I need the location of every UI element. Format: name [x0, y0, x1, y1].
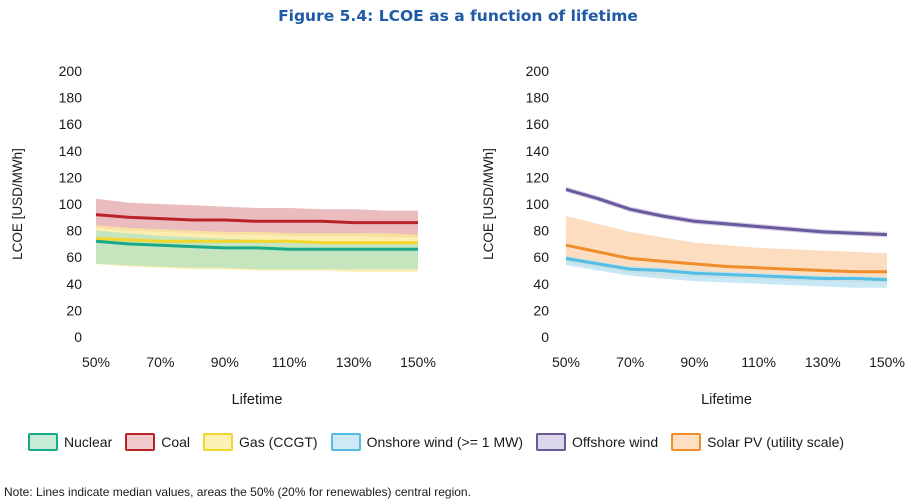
legend-swatch-offshore-wind — [536, 433, 566, 451]
y-tick-label: 100 — [59, 196, 83, 212]
y-tick-label: 80 — [66, 223, 82, 239]
legend-swatch-onshore-wind — [330, 433, 361, 451]
x-tick-label: 70% — [146, 354, 174, 370]
y-tick-label: 140 — [526, 143, 550, 159]
x-tick-label: 70% — [616, 354, 644, 370]
band-onshore-wind-1-mw — [566, 255, 887, 288]
y-tick-label: 100 — [526, 196, 550, 212]
median-line-gas-ccgt — [95, 237, 418, 245]
legend-label-gas: Gas (CCGT) — [239, 434, 318, 450]
median-line-onshore-wind-1-mw — [565, 257, 888, 282]
y-tick-label: 200 — [526, 63, 550, 79]
x-tick-label: 50% — [82, 354, 110, 370]
legend-item-onshore-wind: Onshore wind (>= 1 MW) — [330, 433, 523, 451]
x-tick-label: 90% — [211, 354, 239, 370]
legend-item-offshore-wind: Offshore wind — [536, 433, 658, 451]
x-tick-label: 130% — [336, 354, 372, 370]
chart-panel-1: 0 20 40 60 80 100 120 140 160 180 200 50% 70% 90% 110%… — [10, 63, 436, 408]
figure-note: Note: Lines indicate median values, area… — [4, 485, 471, 499]
x-axis-label: Lifetime — [232, 392, 283, 408]
chart-panel-2: 0 20 40 60 80 100 120 140 160 180 200 50% 70% 90% 110%… — [481, 63, 905, 408]
legend-item-solar-pv: Solar PV (utility scale) — [671, 433, 844, 451]
y-axis-label: LCOE [USD/MWh] — [481, 148, 496, 260]
y-axis-label: LCOE [USD/MWh] — [10, 148, 25, 260]
y-tick-label: 180 — [526, 90, 550, 106]
legend-label-solar-pv: Solar PV (utility scale) — [707, 434, 845, 450]
y-tick-label: 60 — [533, 249, 549, 265]
x-tick-label: 110% — [741, 354, 776, 370]
y-tick-label: 60 — [66, 249, 82, 265]
band-solar-pv-utility-scale — [566, 216, 887, 283]
legend-label-nuclear: Nuclear — [64, 434, 113, 450]
y-tick-label: 20 — [66, 302, 82, 318]
legend-swatch-solar-pv — [671, 433, 702, 451]
legend-label-onshore-wind: Onshore wind (>= 1 MW) — [366, 434, 523, 450]
median-line-nuclear — [95, 239, 418, 251]
x-axis-label: Lifetime — [701, 392, 752, 408]
y-tick-label: 40 — [533, 276, 549, 292]
x-tick-label: 150% — [400, 354, 436, 370]
y-tick-label: 40 — [66, 276, 82, 292]
median-line-coal — [95, 213, 418, 225]
y-tick-label: 140 — [59, 143, 83, 159]
median-line-solar-pv-utility-scale — [565, 243, 887, 274]
x-tick-label: 150% — [869, 354, 905, 370]
x-tick-label: 90% — [680, 354, 708, 370]
legend-label-offshore-wind: Offshore wind — [572, 434, 659, 450]
y-tick-label: 20 — [533, 302, 549, 318]
y-tick-label: 200 — [59, 63, 83, 79]
y-tick-label: 0 — [74, 329, 82, 345]
legend-swatch-coal — [125, 433, 156, 451]
legend-item-gas: Gas (CCGT) — [203, 433, 318, 451]
y-tick-label: 120 — [59, 169, 83, 185]
median-line-offshore-wind — [565, 187, 888, 237]
y-tick-label: 0 — [541, 329, 549, 345]
band-coal — [96, 198, 418, 238]
legend-item-nuclear: Nuclear — [28, 433, 112, 451]
legend-swatch-gas — [203, 433, 234, 451]
legend: Nuclear Coal Gas (CCGT) Onshore wind (>=… — [28, 433, 857, 451]
legend-item-coal: Coal — [125, 433, 190, 451]
legend-swatch-nuclear — [28, 433, 58, 451]
y-tick-label: 180 — [59, 90, 83, 106]
figure-title: Figure 5.4: LCOE as a function of lifeti… — [278, 7, 638, 25]
y-tick-label: 80 — [533, 223, 549, 239]
y-tick-label: 160 — [59, 116, 83, 132]
x-tick-label: 50% — [552, 354, 580, 370]
y-tick-label: 160 — [526, 116, 550, 132]
y-tick-label: 120 — [526, 169, 550, 185]
x-tick-label: 110% — [272, 354, 307, 370]
x-tick-label: 130% — [805, 354, 841, 370]
legend-label-coal: Coal — [161, 434, 191, 450]
